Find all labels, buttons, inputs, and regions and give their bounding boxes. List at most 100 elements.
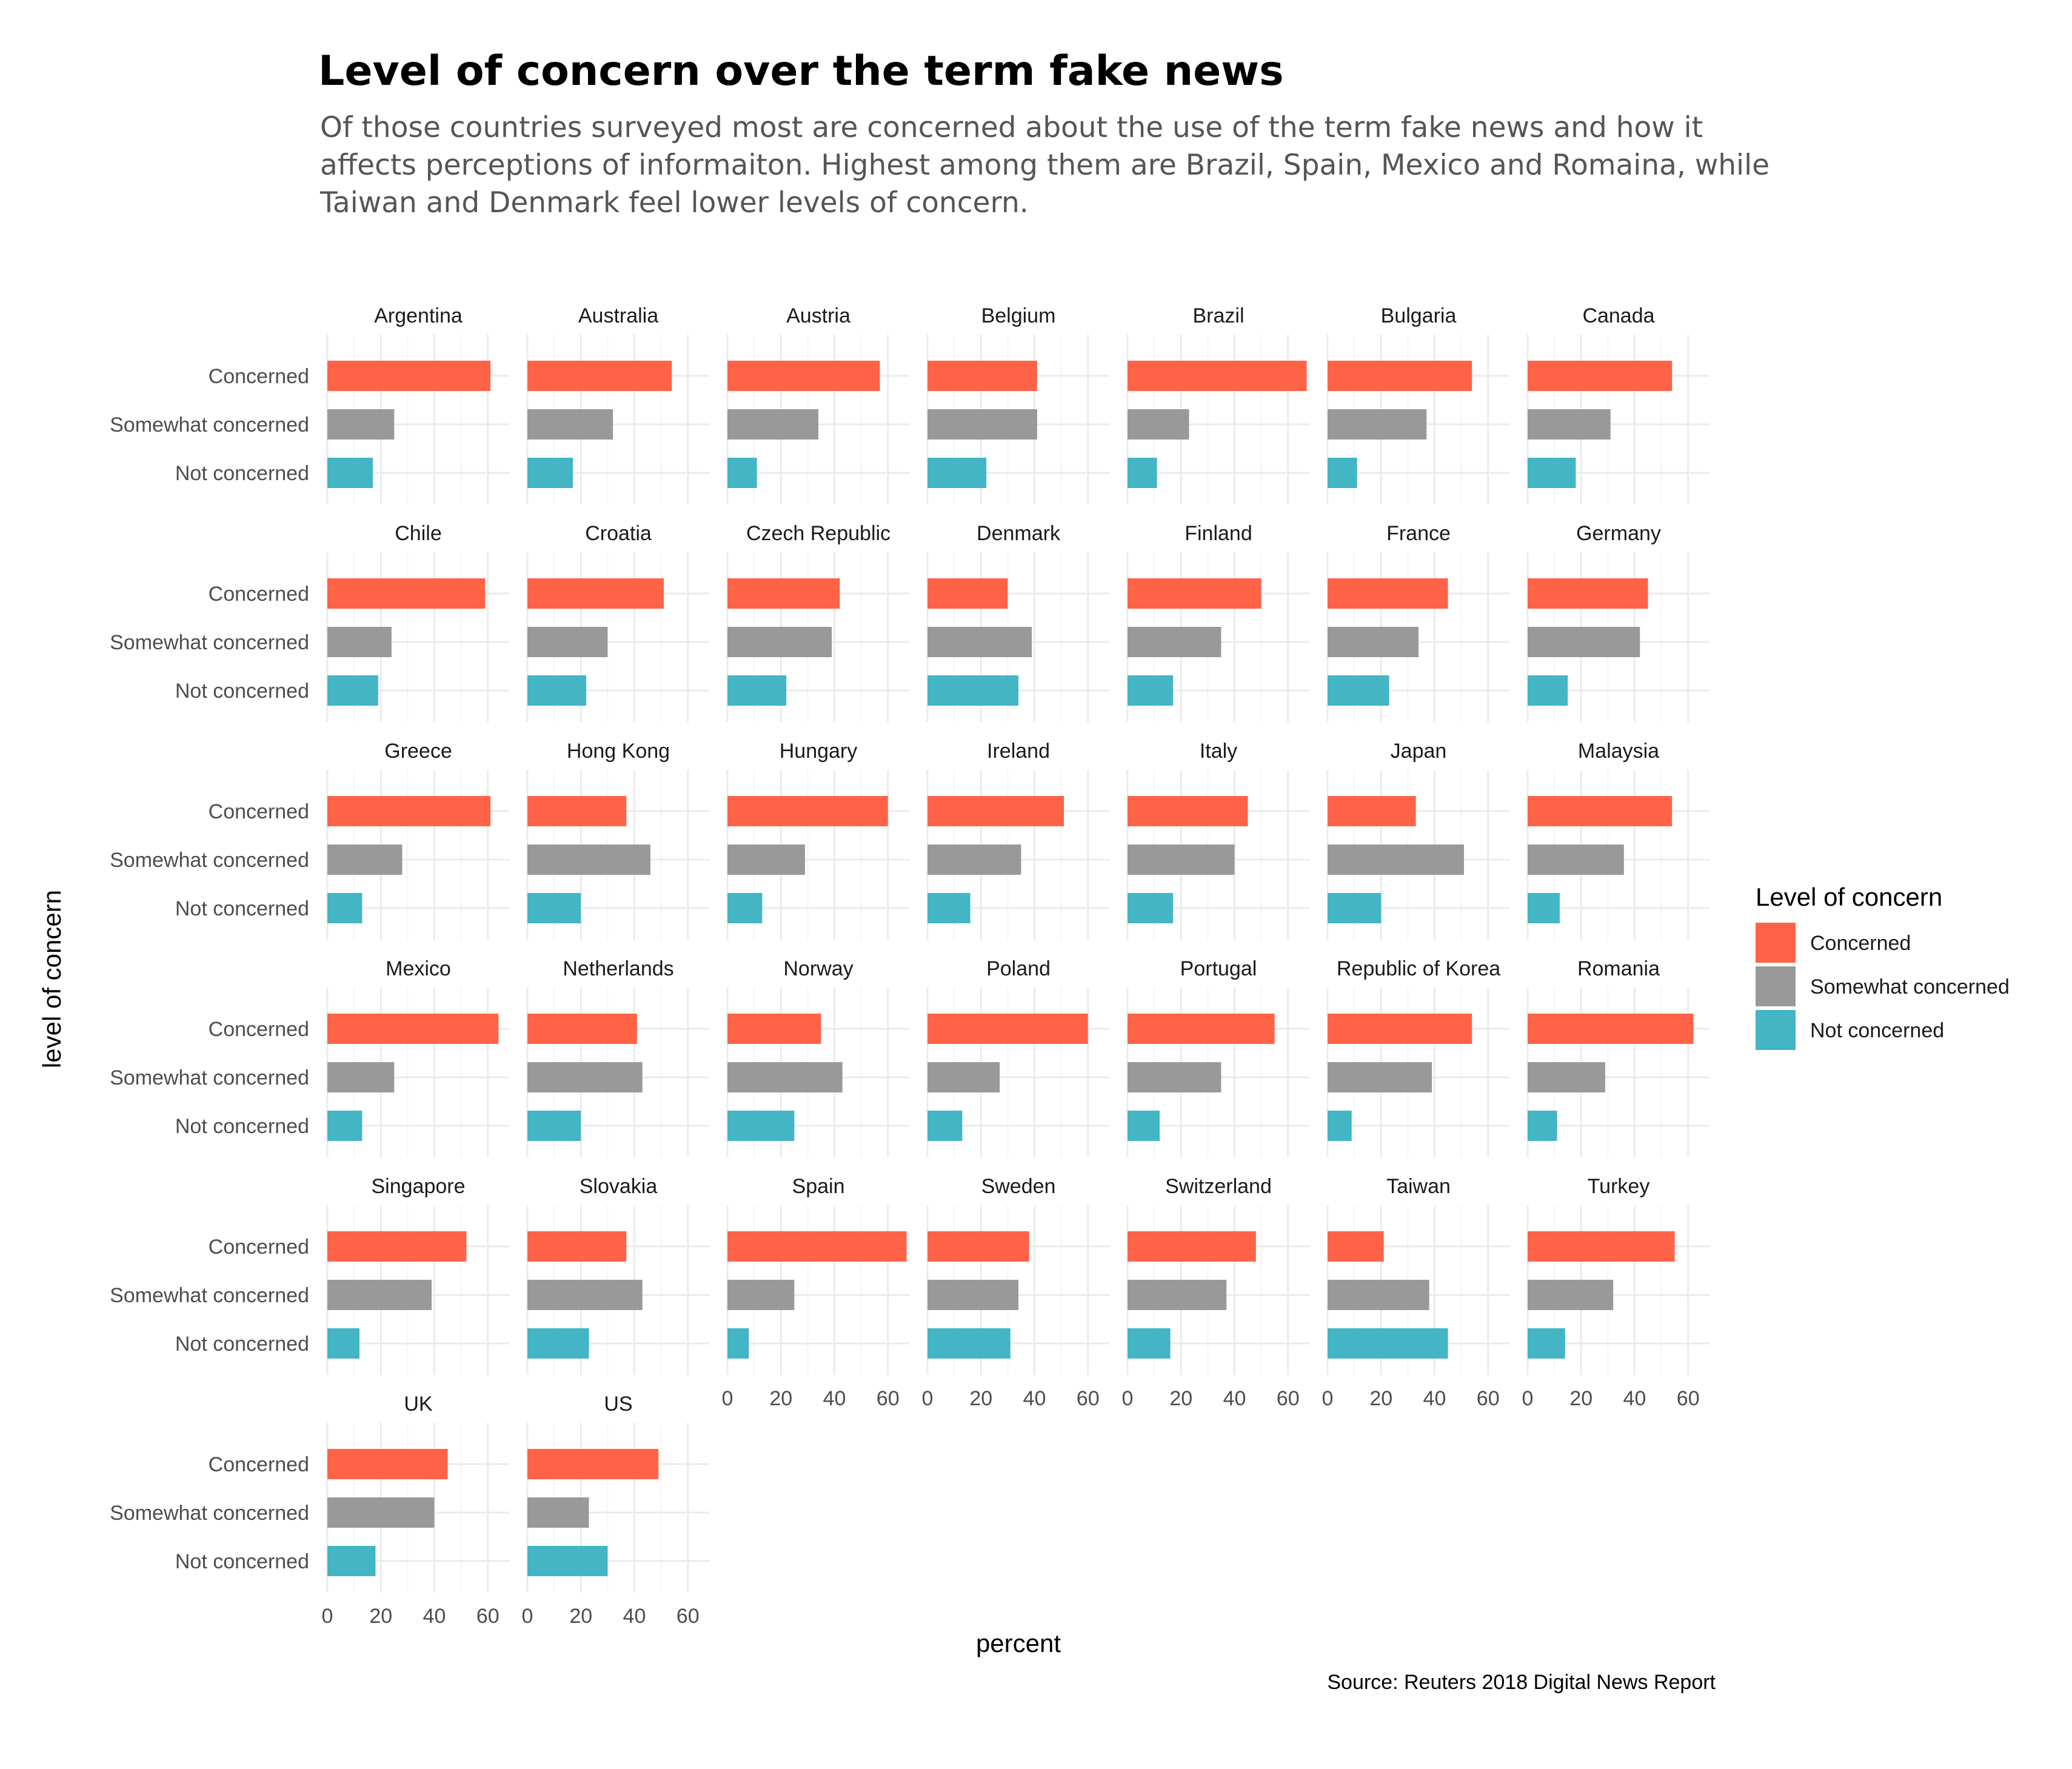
legend-key-somewhat-concerned — [1756, 966, 1796, 1006]
facet-panel: Argentina Concerned Somewhat concerned Not … — [110, 304, 509, 504]
facet-panel: Republic of Korea — [1326, 957, 1509, 1157]
y-tick-label: Concerned — [209, 1453, 309, 1476]
bar-concerned — [527, 1449, 659, 1479]
bar-somewhat-concerned — [927, 409, 1037, 440]
bar-concerned — [327, 578, 486, 609]
facet-panel: Greece Concerned Somewhat concerned Not con… — [110, 740, 509, 940]
bar-somewhat-concerned — [1328, 409, 1427, 440]
bar-concerned — [527, 796, 627, 826]
bar-not-concerned — [1328, 893, 1382, 923]
bar-not-concerned — [327, 1111, 363, 1141]
bar-concerned — [927, 361, 1037, 391]
bar-somewhat-concerned — [1528, 1280, 1614, 1310]
facet-label: France — [1386, 522, 1451, 545]
facet-panel: Brazil — [1126, 304, 1309, 504]
bar-somewhat-concerned — [1328, 844, 1464, 875]
bar-concerned — [1328, 361, 1472, 391]
facet-panel: Portugal — [1126, 957, 1309, 1157]
y-tick-label: Somewhat concerned — [110, 631, 309, 654]
facet-label: Denmark — [977, 522, 1061, 545]
bar-concerned — [327, 1449, 448, 1479]
x-tick-label: 20 — [569, 1605, 592, 1628]
bar-not-concerned — [1128, 1328, 1171, 1359]
facet-panel: Turkey 0 20 40 60 — [1522, 1175, 1709, 1410]
chart-subtitle-line-1: Of those countries surveyed most are con… — [320, 111, 1703, 144]
bar-not-concerned — [327, 1546, 376, 1576]
x-tick-label: 20 — [1369, 1387, 1392, 1410]
facet-label: Finland — [1185, 522, 1252, 545]
facet-panel: Japan — [1326, 740, 1509, 940]
bar-concerned — [1328, 1231, 1384, 1262]
bar-not-concerned — [527, 1111, 581, 1141]
facet-label: Taiwan — [1386, 1175, 1451, 1198]
bar-not-concerned — [927, 893, 971, 923]
x-tick-label: 40 — [1423, 1387, 1446, 1410]
facet-label: Hungary — [780, 740, 858, 763]
bar-not-concerned — [527, 675, 587, 706]
bar-somewhat-concerned — [727, 1280, 795, 1310]
bar-somewhat-concerned — [327, 1280, 432, 1310]
bar-concerned — [1128, 578, 1262, 609]
bar-somewhat-concerned — [1128, 1062, 1221, 1092]
facet-label: Romania — [1577, 957, 1660, 980]
bar-not-concerned — [1528, 675, 1568, 706]
x-axis-title: percent — [976, 1629, 1061, 1657]
facet-panel: Romania — [1526, 957, 1709, 1157]
bar-not-concerned — [327, 675, 378, 706]
facet-label: Greece — [384, 740, 452, 763]
bar-somewhat-concerned — [327, 1497, 435, 1528]
bar-concerned — [1528, 796, 1673, 826]
legend-label: Not concerned — [1810, 1019, 1944, 1042]
facet-panel: Mexico Concerned Somewhat concerned Not con… — [110, 957, 509, 1157]
facet-label: Croatia — [585, 522, 652, 545]
bar-somewhat-concerned — [327, 1062, 395, 1092]
facet-panel: Belgium — [926, 304, 1109, 504]
facet-panel: France — [1326, 522, 1509, 722]
x-tick-label: 0 — [1322, 1387, 1334, 1410]
x-tick-label: 60 — [677, 1605, 700, 1628]
y-tick-label: Somewhat concerned — [110, 1066, 309, 1089]
x-tick-label: 60 — [1677, 1387, 1700, 1410]
bar-not-concerned — [327, 893, 363, 923]
x-tick-label: 0 — [1122, 1387, 1134, 1410]
bar-concerned — [927, 578, 1008, 609]
facet-label: Belgium — [981, 304, 1056, 327]
bar-somewhat-concerned — [927, 844, 1021, 875]
x-tick-label: 20 — [969, 1387, 992, 1410]
facet-label: Austria — [786, 304, 851, 327]
bar-concerned — [727, 796, 888, 826]
bar-concerned — [1128, 796, 1248, 826]
facet-panel: US 0 20 40 60 — [522, 1393, 709, 1628]
facet-label: Netherlands — [563, 957, 673, 980]
bar-somewhat-concerned — [927, 1062, 1000, 1092]
x-tick-label: 40 — [823, 1387, 846, 1410]
bar-not-concerned — [1328, 1111, 1352, 1141]
bar-concerned — [1528, 578, 1648, 609]
chart-subtitle-line-3: Taiwan and Denmark feel lower levels of … — [319, 186, 1029, 219]
facet-panel: Netherlands — [526, 957, 709, 1157]
y-tick-label: Concerned — [209, 800, 309, 823]
x-tick-label: 60 — [877, 1387, 900, 1410]
bar-concerned — [1328, 796, 1416, 826]
bar-somewhat-concerned — [1328, 1280, 1429, 1310]
bar-not-concerned — [927, 458, 987, 488]
y-tick-label: Concerned — [209, 1236, 309, 1259]
facet-label: Chile — [395, 522, 441, 545]
bar-concerned — [1128, 361, 1307, 391]
bar-not-concerned — [527, 1328, 589, 1359]
x-tick-label: 60 — [476, 1605, 500, 1628]
facet-label: Slovakia — [580, 1175, 658, 1198]
bar-concerned — [1328, 1014, 1472, 1044]
bar-concerned — [1528, 361, 1673, 391]
bar-concerned — [727, 1014, 821, 1044]
facet-panel: Chile Concerned Somewhat concerned Not conc… — [110, 522, 509, 722]
bar-somewhat-concerned — [727, 627, 832, 657]
facet-label: UK — [404, 1393, 433, 1416]
x-tick-label: 60 — [1277, 1387, 1300, 1410]
legend-label: Somewhat concerned — [1810, 975, 2010, 998]
bar-somewhat-concerned — [1528, 1062, 1605, 1092]
facet-panel: Finland — [1126, 522, 1309, 722]
facet-panel: Denmark — [926, 522, 1109, 722]
bar-not-concerned — [1328, 458, 1357, 488]
